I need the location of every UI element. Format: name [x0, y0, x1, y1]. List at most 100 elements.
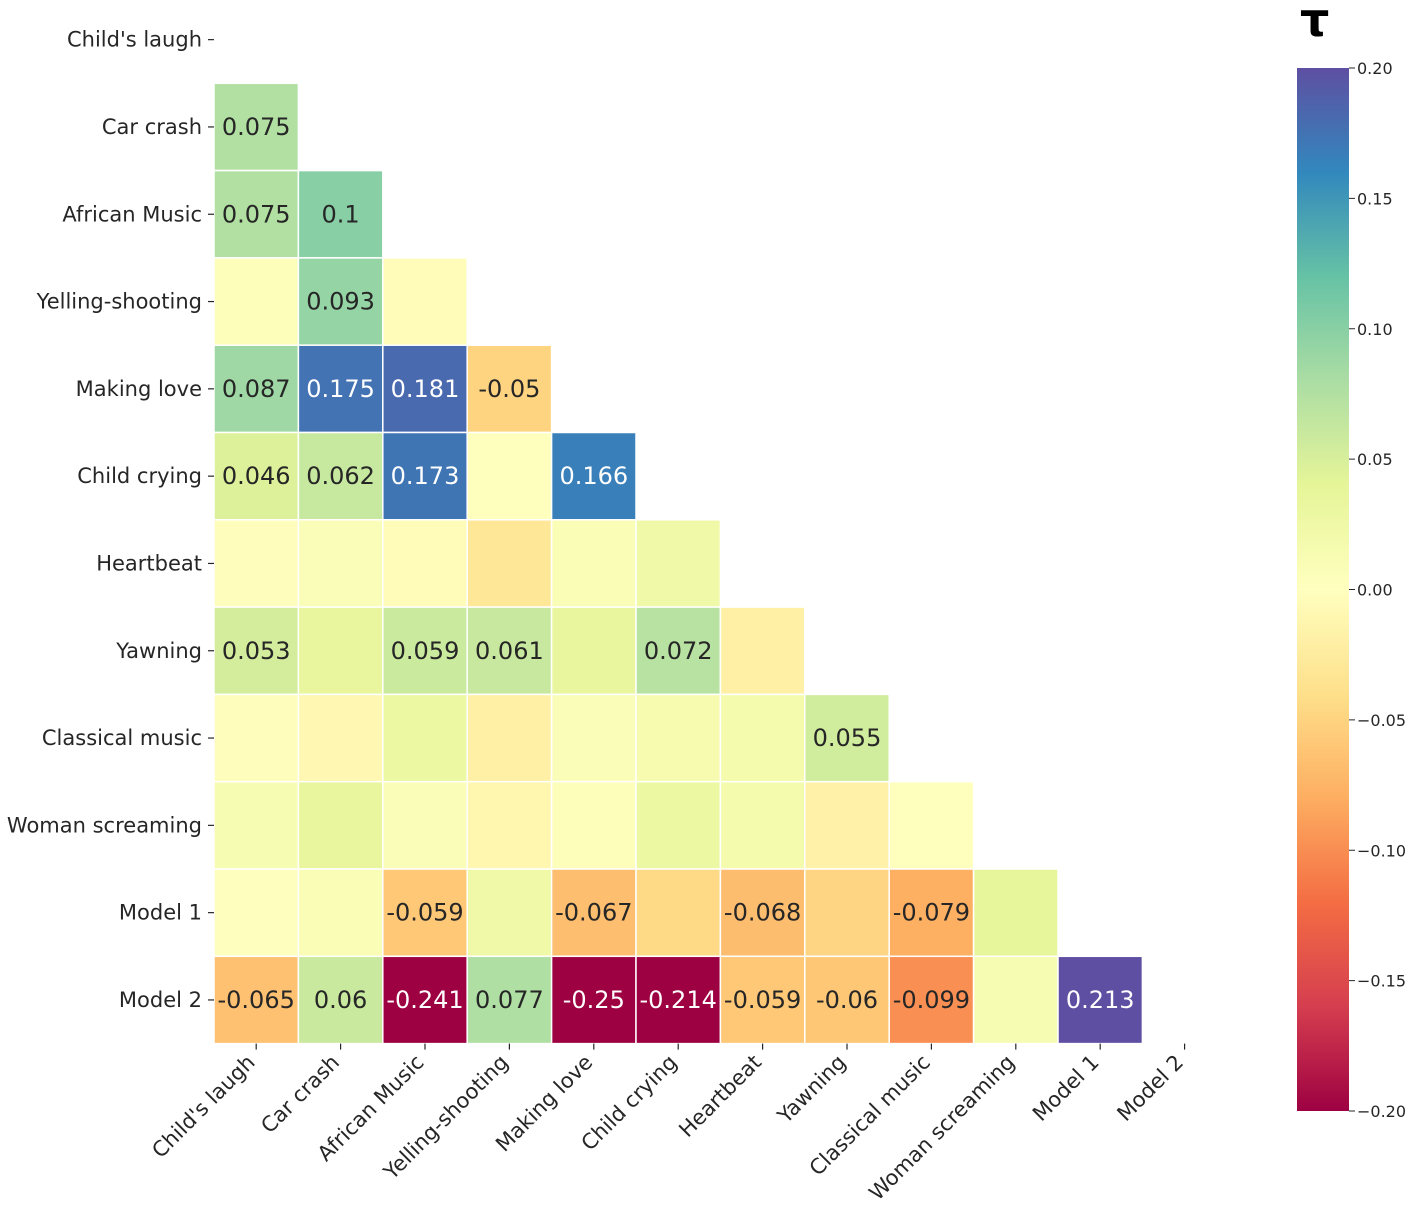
heatmap-cell [550, 693, 637, 783]
colorbar-tick-label: −0.05 [1357, 711, 1406, 730]
heatmap-cell [635, 955, 722, 1045]
cell-value-label: 0.075 [222, 200, 291, 228]
heatmap-cell [466, 431, 553, 521]
heatmap-cell [382, 693, 468, 783]
cell-value-label: 0.166 [559, 462, 628, 490]
heatmap-cell [213, 955, 300, 1045]
heatmap-cell [382, 519, 468, 608]
cell-value-label: 0.093 [306, 288, 375, 316]
x-tick-label: Car crash [256, 1050, 344, 1138]
heatmap-cell [466, 344, 553, 434]
cell-value-label: 0.059 [391, 637, 460, 665]
cell-value-label: 0.087 [222, 375, 291, 403]
y-tick-label: Child's laugh [67, 28, 202, 52]
cell-value-label: 0.213 [1066, 986, 1135, 1014]
heatmap-cell [1057, 955, 1144, 1045]
colorbar-gradient [1297, 68, 1349, 1111]
heatmap-cell [382, 606, 468, 696]
cell-value-label: 0.077 [475, 986, 544, 1014]
heatmap-cell [466, 519, 553, 608]
heatmap-cell [972, 868, 1059, 958]
y-tick-label: Yawning [115, 639, 202, 663]
y-tick-label: Model 1 [119, 901, 202, 925]
cell-value-label: -0.241 [386, 986, 463, 1014]
cell-value-label: -0.079 [893, 899, 970, 927]
y-tick-label: Classical music [42, 726, 202, 750]
heatmap-cell [972, 955, 1059, 1045]
heatmap-cell [382, 780, 468, 870]
cell-value-label: 0.175 [306, 375, 375, 403]
heatmap-cell [297, 431, 384, 521]
heatmap-cell [466, 780, 553, 870]
cell-value-label: -0.065 [218, 986, 295, 1014]
colorbar-tick-label: 0.15 [1357, 189, 1393, 208]
x-tick-label: Model 2 [1112, 1050, 1188, 1126]
heatmap-cell [719, 693, 806, 783]
heatmap-cells: 0.075 0.075 0.1 0.093 0.087 0.175 0.181 -0.05 0.… [213, 82, 1144, 1045]
heatmap-cell [213, 868, 300, 958]
y-tick-label: African Music [62, 202, 202, 226]
heatmap-cell [635, 606, 722, 696]
heatmap-cell [635, 519, 722, 608]
heatmap-cell [550, 780, 637, 870]
colorbar: τ 0.20 0.15 0.10 0.05 0.00 −0.05 −0.10 −0.15 −0.… [1297, 0, 1406, 1121]
cell-value-label: 0.055 [813, 724, 882, 752]
heatmap-cell [297, 780, 384, 870]
y-tick-label: Child crying [77, 464, 202, 488]
heatmap-cell [297, 693, 384, 783]
heatmap-cell [466, 693, 553, 783]
heatmap-cell [888, 868, 975, 958]
x-tick-label: Child's laugh [147, 1050, 259, 1162]
y-tick-label: Heartbeat [96, 551, 202, 575]
cell-value-label: -0.214 [640, 986, 717, 1014]
x-tick-label: Yawning [772, 1050, 850, 1128]
colorbar-tick-label: −0.15 [1357, 972, 1406, 991]
cell-value-label: -0.059 [724, 986, 801, 1014]
colorbar-tick-label: 0.20 [1357, 59, 1393, 78]
colorbar-tick-label: −0.20 [1357, 1102, 1406, 1121]
cell-value-label: 0.062 [306, 462, 375, 490]
colorbar-tick-label: 0.00 [1357, 581, 1393, 600]
cell-value-label: 0.06 [314, 986, 367, 1014]
y-tick-label: Yelling-shooting [36, 290, 202, 314]
x-tick-label: Model 1 [1028, 1050, 1104, 1126]
heatmap-cell [804, 780, 890, 870]
colorbar-tick-label: 0.10 [1357, 320, 1393, 339]
heatmap-cell [635, 693, 722, 783]
cell-value-label: 0.173 [391, 462, 460, 490]
y-tick-label: Car crash [102, 115, 202, 139]
cell-value-label: 0.1 [322, 200, 360, 228]
heatmap-cell [213, 169, 300, 259]
cell-value-label: -0.06 [816, 986, 878, 1014]
heatmap-cell [297, 955, 384, 1045]
heatmap-cell [213, 519, 300, 608]
cell-value-label: -0.059 [386, 899, 463, 927]
cell-value-label: -0.25 [563, 986, 625, 1014]
heatmap-cell [297, 519, 384, 608]
heatmap-cell [213, 82, 300, 172]
heatmap-cell [297, 169, 384, 259]
heatmap-cell [550, 519, 637, 608]
y-axis-labels: Child's laugh Car crash African Music Yelli… [7, 28, 214, 1012]
cell-value-label: 0.075 [222, 113, 291, 141]
y-tick-label: Making love [76, 377, 202, 401]
heatmap-cell [719, 606, 806, 696]
cell-value-label: -0.067 [555, 899, 632, 927]
x-tick-label: Woman screaming [864, 1050, 1019, 1205]
colorbar-tick-label: 0.05 [1357, 450, 1393, 469]
cell-value-label: 0.072 [644, 637, 713, 665]
heatmap-cell [804, 955, 890, 1045]
heatmap-cell [550, 431, 637, 521]
heatmap-cell [635, 780, 722, 870]
heatmap-cell [213, 257, 300, 346]
cell-value-label: -0.068 [724, 899, 801, 927]
cell-value-label: 0.061 [475, 637, 544, 665]
heatmap-cell [635, 868, 722, 958]
cell-value-label: -0.05 [478, 375, 540, 403]
cell-value-label: 0.046 [222, 462, 291, 490]
heatmap-cell [382, 257, 468, 346]
y-tick-label: Model 2 [119, 988, 202, 1012]
heatmap-cell [466, 868, 553, 958]
